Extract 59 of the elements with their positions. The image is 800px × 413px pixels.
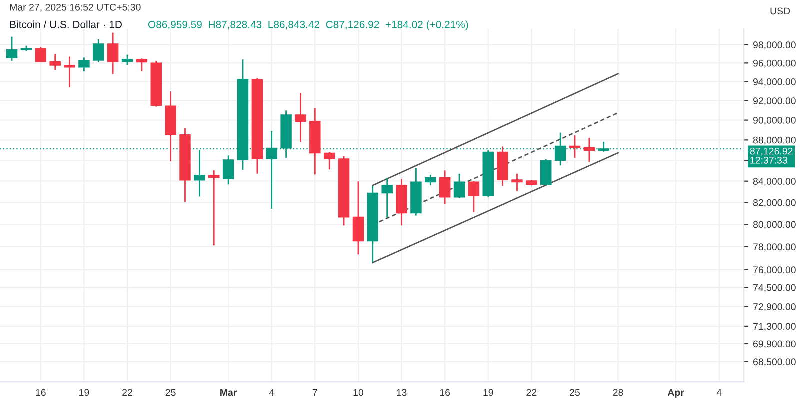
- y-tick-label: 88,000.00: [753, 136, 796, 145]
- ref-line-label: 87,126.92 12:37:33: [750, 148, 793, 164]
- y-tick-label: 96,000.00: [753, 60, 796, 68]
- candlestick: [6, 36, 18, 62]
- y-axis-title: USD: [770, 8, 790, 15]
- x-tick-label: 22: [122, 389, 132, 396]
- y-tick-label: 69,900.00: [754, 340, 796, 349]
- x-tick-label: Apr: [668, 389, 684, 398]
- x-tick-label: 19: [80, 389, 90, 396]
- chart-title: Bitcoin / U.S. Dollar · 1D: [10, 20, 122, 28]
- x-tick-label: 4: [269, 389, 274, 396]
- x-tick-label: 22: [526, 389, 537, 396]
- candlestick: [107, 32, 119, 76]
- candlestick: [222, 154, 234, 186]
- x-tick-label: 4: [716, 389, 722, 396]
- candlestick: [78, 56, 90, 72]
- candlestick: [50, 53, 61, 71]
- candlestick: [569, 134, 581, 159]
- candlestick: [324, 152, 336, 170]
- x-tick-label: 16: [440, 389, 450, 396]
- x-tick-label: 28: [613, 389, 624, 396]
- x-tick-label: 7: [312, 389, 318, 396]
- candlestick: [512, 173, 523, 192]
- x-tick-label: 19: [484, 389, 494, 396]
- x-tick-label: Mar: [220, 389, 238, 396]
- candlestick: [425, 174, 436, 186]
- y-tick-label: 74,500.00: [754, 284, 796, 292]
- y-tick-label: 80,000.00: [753, 221, 796, 230]
- y-tick-label: 84,000.00: [753, 178, 796, 186]
- candlestick: [295, 92, 306, 143]
- x-tick-label: 13: [397, 389, 407, 396]
- y-tick-label: 72,900.00: [754, 304, 796, 312]
- candlestick: [454, 173, 466, 200]
- y-tick-label: 94,000.00: [753, 78, 796, 87]
- y-tick-label: 92,000.00: [753, 98, 796, 106]
- y-tick-label: 76,000.00: [754, 266, 796, 275]
- candlestick: [584, 137, 596, 163]
- candlestick: [382, 178, 393, 219]
- text: Mar 27, 2025 16:52 UTC+5:30: [10, 4, 141, 12]
- y-tick-label: 71,300.00: [754, 323, 796, 332]
- chart-subtitle: O86,959.59 H87,828.43 L86,843.42 C87,126.92 +184.02 (+0.21%): [148, 20, 468, 30]
- y-tick-label: 78,000.00: [754, 244, 796, 252]
- x-tick-label: 25: [166, 389, 176, 396]
- x-tick-label: 10: [354, 389, 364, 396]
- y-tick-label: 90,000.00: [753, 117, 796, 126]
- y-tick-label: 98,000.00: [753, 42, 796, 50]
- y-tick-label: 82,000.00: [753, 199, 796, 208]
- x-tick-label: 16: [36, 389, 46, 396]
- candlestick: [35, 46, 47, 63]
- candlestick: [208, 170, 220, 246]
- candlestick: [352, 180, 364, 256]
- candlestick: [468, 180, 480, 213]
- x-tick-label: 25: [570, 389, 580, 396]
- y-tick-label: 68,500.00: [754, 358, 796, 367]
- candlestick: [439, 170, 451, 205]
- candlestick: [136, 58, 148, 72]
- candlestick: [122, 54, 134, 66]
- candlestick: [64, 56, 76, 88]
- candlestick: [93, 38, 104, 63]
